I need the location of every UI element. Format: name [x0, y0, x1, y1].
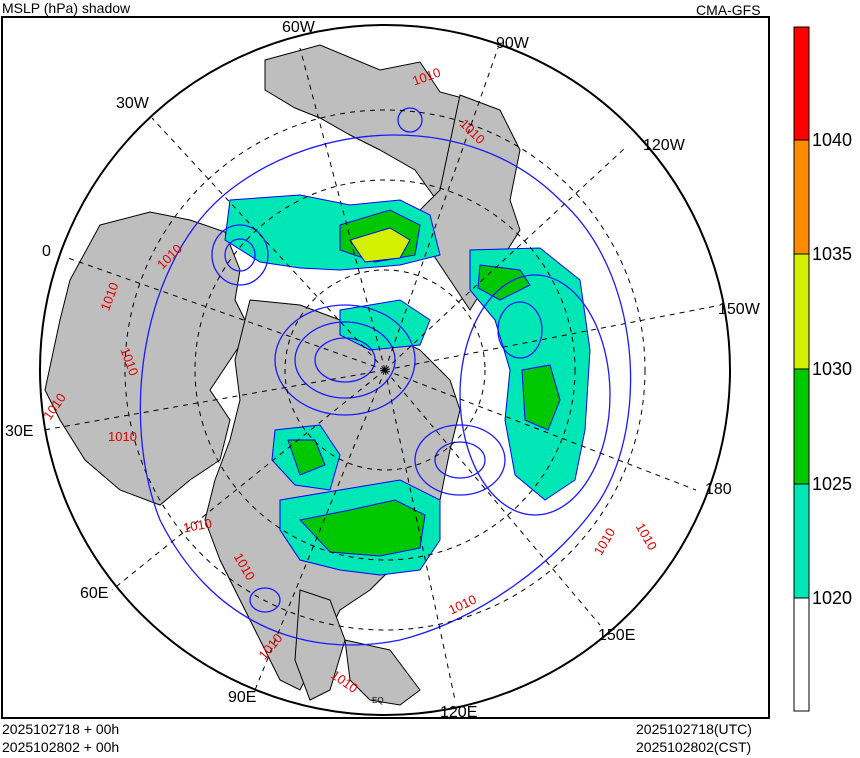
lon-label-30w: 30W: [116, 95, 149, 112]
equator-label: EQ: [372, 696, 384, 705]
lon-label-120w: 120W: [643, 137, 685, 154]
isobar-low-2: [294, 321, 396, 399]
meridian-120e: [384, 369, 456, 701]
meridian-120w: [384, 147, 626, 371]
shade-1025-china: [299, 499, 426, 557]
isobar-low-6: [497, 301, 543, 359]
colorbar-label-1030: 1030: [812, 359, 853, 379]
colorbar-label-1035: 1035: [812, 244, 853, 264]
pressure-shading: [224, 194, 591, 576]
chart-title: MSLP (hPa) shadow: [2, 0, 131, 16]
init-time-left: 2025102718 + 00h: [2, 721, 120, 737]
lon-label-60w: 60W: [282, 19, 315, 36]
lon-label-90w: 90W: [496, 35, 529, 52]
colorbar-bin-1040+: [793, 26, 810, 141]
isobar-high-1: [459, 274, 611, 516]
lon-label-150w: 150W: [718, 301, 760, 318]
isobar-low-1: [274, 304, 416, 416]
colorbar-bin-1025-1030: [793, 368, 810, 485]
land-se-asia: [344, 639, 421, 706]
lat-circle-30: [194, 179, 576, 561]
lat-circle-0: [124, 109, 646, 631]
colorbar-label-1040: 1040: [812, 130, 853, 150]
isobar-low-8: [397, 107, 423, 133]
lon-label-180: 180: [705, 481, 732, 498]
shade-1025-siberia: [287, 439, 326, 476]
shade-1025-alaska: [477, 264, 531, 301]
lat-circle-60: [284, 269, 486, 471]
valid-time-left: 2025102802 + 00h: [2, 739, 120, 755]
graticule: [39, 24, 731, 716]
colorbar-bin-1035-1040: [793, 139, 810, 255]
valid-time-right: 2025102802(CST): [636, 739, 752, 755]
land-india: [294, 589, 346, 701]
lon-label-60e: 60E: [80, 585, 109, 602]
shade-1020-arctic: [339, 299, 431, 351]
isobar-low-3: [314, 337, 376, 383]
colorbar-label-1025: 1025: [812, 474, 853, 494]
meridian-90e: [254, 369, 386, 691]
isobar-ring-1010: [139, 134, 632, 646]
isobar-label: 1010: [108, 429, 137, 444]
isobar-high-3: [224, 238, 256, 272]
lon-label-30e: 30E: [5, 423, 34, 440]
colorbar-bin-below-1020: [793, 597, 810, 712]
isobar-low-4: [414, 424, 506, 496]
colorbar: [793, 26, 810, 712]
lon-label-0: 0: [42, 243, 51, 260]
lon-label-90e: 90E: [228, 689, 257, 706]
meridian-30e: [43, 369, 386, 431]
isobar-low-5: [434, 441, 486, 479]
meridian-150w: [384, 305, 717, 371]
shade-1025-pacific: [521, 364, 561, 431]
meridian-30w: [151, 117, 386, 371]
meridian-0: [67, 257, 386, 371]
colorbar-bin-1020-1025: [793, 483, 810, 599]
map-boundary: [39, 24, 731, 716]
isobar-high-2: [211, 224, 269, 286]
init-time-right: 2025102718(UTC): [636, 721, 752, 737]
lon-label-120e: 120E: [440, 704, 478, 721]
colorbar-label-1020: 1020: [812, 588, 853, 608]
isobar-low-7: [249, 587, 281, 613]
meridian-60e: [111, 369, 386, 591]
model-label: CMA-GFS: [696, 2, 761, 18]
meridian-90w: [384, 47, 499, 371]
lon-label-150e: 150E: [598, 627, 636, 644]
colorbar-bin-1030-1035: [793, 253, 810, 370]
isobars: [139, 107, 632, 646]
shade-1030-north: [349, 227, 411, 263]
